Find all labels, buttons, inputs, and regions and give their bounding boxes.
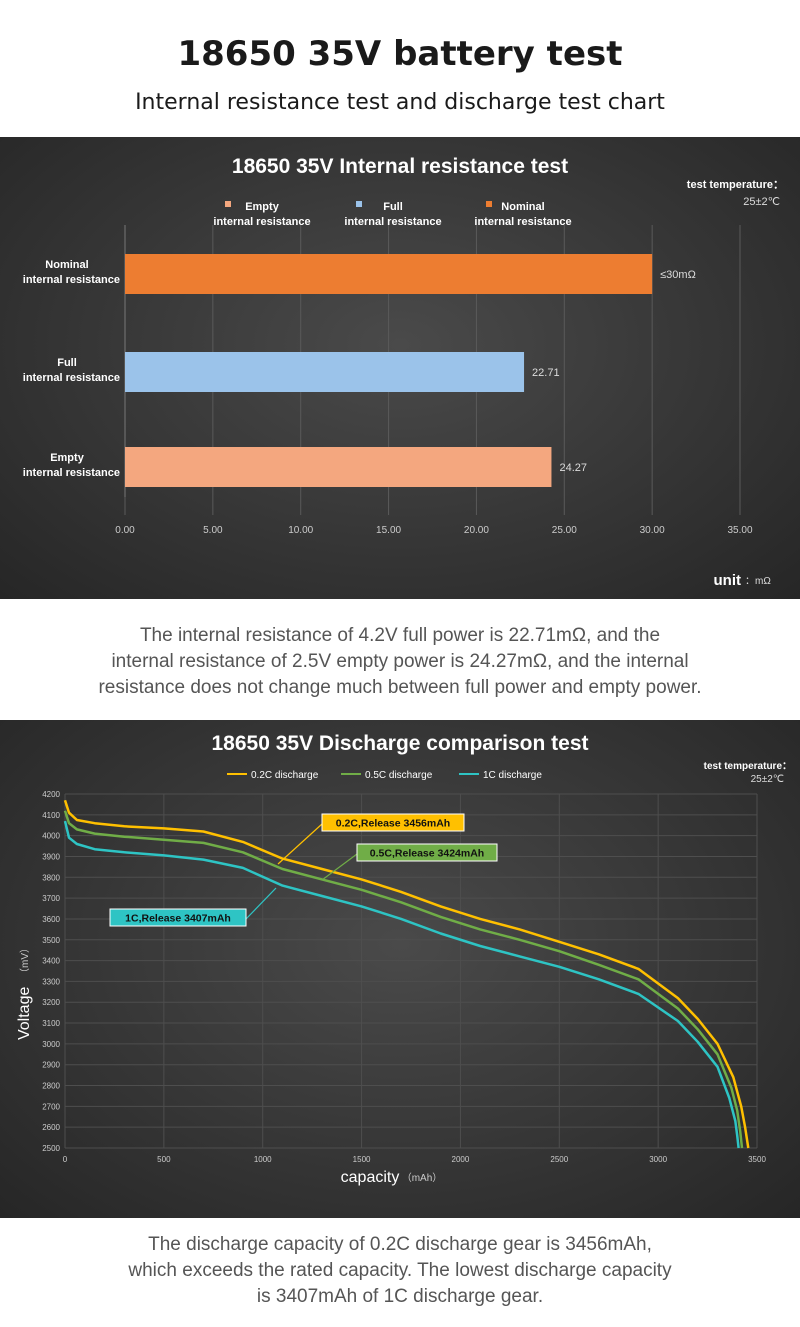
legend-label: 0.2C discharge <box>251 770 319 781</box>
y-axis-unit: （mV） <box>19 943 31 978</box>
category-label: Empty <box>50 452 85 464</box>
discharge-caption-line: is 3407mAh of 1C discharge gear. <box>256 1286 544 1307</box>
series-line <box>63 799 750 1149</box>
x-tick-label: 2500 <box>550 1155 568 1164</box>
annotation-label: 0.2C,Release 3456mAh <box>336 818 450 830</box>
bar-full <box>125 352 525 392</box>
x-tick-label: 3000 <box>649 1155 667 1164</box>
y-tick-label: 2700 <box>42 1102 60 1111</box>
category-label: Nominal <box>45 259 88 271</box>
y-tick-label: 3900 <box>42 852 60 861</box>
legend-label: Nominal <box>501 201 544 213</box>
unit-value: ：mΩ <box>745 576 771 587</box>
y-tick-label: 2500 <box>42 1144 60 1153</box>
resistance-chart-panel: 18650 35V Internal resistance test test t… <box>0 137 800 599</box>
x-tick-label: 2000 <box>452 1155 470 1164</box>
annotation-box <box>356 843 498 862</box>
resistance-caption: The internal resistance of 4.2V full pow… <box>0 623 800 701</box>
bar-nominal <box>125 254 653 294</box>
resistance-bar-chart: 18650 35V Internal resistance test test t… <box>23 155 784 589</box>
y-tick-label: 3700 <box>42 894 60 903</box>
legend-swatch <box>486 201 492 207</box>
category-label: internal resistance <box>23 372 120 384</box>
x-tick-label: 1500 <box>353 1155 371 1164</box>
temperature-value: 25±2℃ <box>743 196 780 208</box>
x-tick-label: 20.00 <box>464 525 489 536</box>
x-tick-label: 25.00 <box>552 525 577 536</box>
category-label: Full <box>57 357 77 369</box>
series-line <box>63 810 744 1149</box>
y-tick-label: 3600 <box>42 915 60 924</box>
temperature-value: 25±2℃ <box>751 774 784 785</box>
y-tick-label: 3200 <box>42 998 60 1007</box>
legend-label: Full <box>383 201 403 213</box>
x-axis-label: capacity <box>341 1169 400 1186</box>
y-tick-label: 4200 <box>42 790 60 799</box>
x-tick-label: 15.00 <box>376 525 401 536</box>
y-tick-label: 2900 <box>42 1061 60 1070</box>
legend-swatch <box>356 201 362 207</box>
legend-swatch <box>225 201 231 207</box>
annotation-box <box>109 908 247 927</box>
temperature-label: test temperature： <box>704 761 792 772</box>
x-tick-label: 0.00 <box>115 525 135 536</box>
legend-label: internal resistance <box>474 216 571 228</box>
y-tick-label: 3400 <box>42 957 60 966</box>
annotation-box <box>321 813 465 832</box>
y-tick-label: 2600 <box>42 1123 60 1132</box>
y-tick-label: 4000 <box>42 832 60 841</box>
annotation-leader <box>277 823 323 865</box>
bar-value-label: ≤30mΩ <box>660 269 696 281</box>
temperature-label: test temperature： <box>687 179 784 191</box>
category-label: internal resistance <box>23 274 120 286</box>
legend-label: Empty <box>245 201 280 213</box>
x-tick-label: 5.00 <box>203 525 223 536</box>
bar-value-label: 24.27 <box>559 462 587 474</box>
x-tick-label: 1000 <box>254 1155 272 1164</box>
y-tick-label: 4100 <box>42 811 60 820</box>
unit-label: unit <box>714 572 742 589</box>
page-subtitle: Internal resistance test and discharge t… <box>135 90 665 115</box>
x-tick-label: 30.00 <box>640 525 665 536</box>
y-tick-label: 3500 <box>42 936 60 945</box>
annotation-label: 1C,Release 3407mAh <box>125 913 231 925</box>
bar-empty <box>125 447 552 487</box>
legend-label: internal resistance <box>344 216 441 228</box>
annotation-label: 0.5C,Release 3424mAh <box>370 848 484 860</box>
discharge-line-chart: 18650 35V Discharge comparison test test … <box>16 732 792 1186</box>
x-tick-label: 3500 <box>748 1155 766 1164</box>
discharge-caption-line: The discharge capacity of 0.2C discharge… <box>148 1234 652 1255</box>
chart-title: 18650 35V Discharge comparison test <box>211 732 588 755</box>
discharge-caption: The discharge capacity of 0.2C discharge… <box>0 1232 800 1310</box>
y-tick-label: 3300 <box>42 977 60 986</box>
chart-title: 18650 35V Internal resistance test <box>232 155 568 178</box>
legend-label: internal resistance <box>213 216 310 228</box>
annotation-leader <box>321 853 358 881</box>
category-label: internal resistance <box>23 467 120 479</box>
page-title: 18650 35V battery test <box>177 34 623 74</box>
series-line <box>63 820 740 1149</box>
y-tick-label: 3000 <box>42 1040 60 1049</box>
y-tick-label: 3100 <box>42 1019 60 1028</box>
x-axis-unit: （mAh） <box>402 1172 443 1184</box>
legend-label: 1C discharge <box>483 770 542 781</box>
x-tick-label: 10.00 <box>288 525 313 536</box>
x-tick-label: 35.00 <box>727 525 752 536</box>
discharge-chart-panel: 18650 35V Discharge comparison test test … <box>0 720 800 1218</box>
annotation-leader <box>245 887 277 920</box>
legend-label: 0.5C discharge <box>365 770 433 781</box>
x-tick-label: 500 <box>157 1155 171 1164</box>
resistance-caption-line: The internal resistance of 4.2V full pow… <box>139 625 661 646</box>
x-tick-label: 0 <box>63 1155 68 1164</box>
bar-value-label: 22.71 <box>532 367 560 379</box>
discharge-caption-line: which exceeds the rated capacity. The lo… <box>128 1260 672 1281</box>
resistance-caption-line: resistance does not change much between … <box>98 677 702 698</box>
y-tick-label: 3800 <box>42 873 60 882</box>
y-axis-label: Voltage <box>16 987 33 1040</box>
y-tick-label: 2800 <box>42 1082 60 1091</box>
resistance-caption-line: internal resistance of 2.5V empty power … <box>111 651 689 672</box>
